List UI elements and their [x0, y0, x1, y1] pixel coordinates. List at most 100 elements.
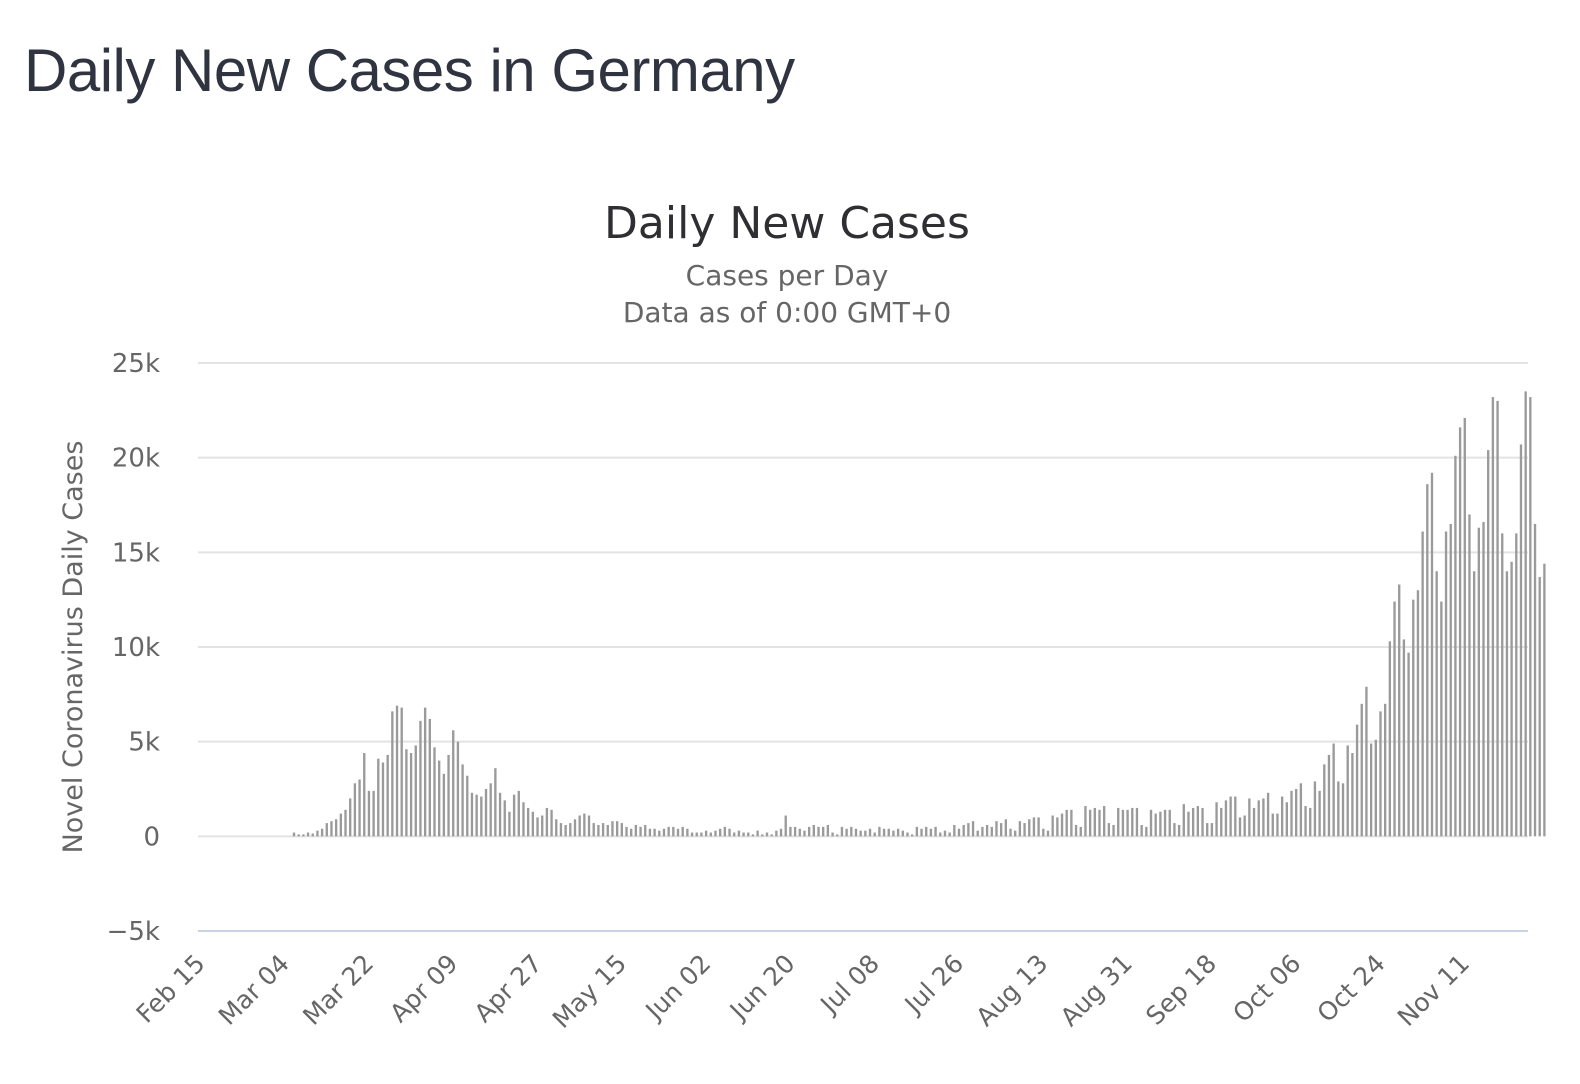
bar[interactable]	[583, 813, 586, 837]
bar[interactable]	[372, 790, 375, 837]
bar[interactable]	[1309, 807, 1312, 837]
bar[interactable]	[1206, 823, 1209, 837]
bar[interactable]	[878, 826, 881, 837]
bar[interactable]	[461, 764, 464, 837]
bar[interactable]	[798, 828, 801, 837]
bar[interactable]	[911, 834, 914, 837]
bar[interactable]	[845, 828, 848, 837]
bar[interactable]	[1365, 686, 1368, 837]
bar[interactable]	[1131, 807, 1134, 837]
bar[interactable]	[330, 821, 333, 837]
bar[interactable]	[456, 741, 460, 837]
bar[interactable]	[353, 783, 357, 837]
bar[interactable]	[1501, 533, 1504, 837]
bar[interactable]	[475, 794, 478, 837]
bar[interactable]	[1210, 823, 1214, 837]
bar[interactable]	[559, 823, 563, 837]
bar[interactable]	[508, 811, 511, 837]
bar[interactable]	[1220, 807, 1223, 837]
bar[interactable]	[1285, 802, 1288, 837]
bar[interactable]	[517, 790, 520, 837]
bar[interactable]	[1028, 819, 1031, 837]
bar[interactable]	[1533, 523, 1537, 837]
bar[interactable]	[358, 779, 361, 837]
bar[interactable]	[1074, 824, 1078, 837]
bar[interactable]	[611, 821, 614, 837]
bar[interactable]	[545, 807, 549, 837]
bar[interactable]	[292, 832, 296, 837]
bar[interactable]	[901, 830, 904, 837]
bar[interactable]	[803, 830, 806, 837]
bar[interactable]	[1271, 813, 1274, 837]
bar[interactable]	[1379, 711, 1382, 837]
bar[interactable]	[882, 828, 886, 837]
bar[interactable]	[1079, 826, 1082, 837]
bar[interactable]	[1421, 531, 1424, 837]
bar[interactable]	[1145, 826, 1148, 837]
bar[interactable]	[1234, 796, 1237, 837]
bar[interactable]	[320, 828, 324, 837]
bar[interactable]	[1327, 754, 1331, 837]
bar[interactable]	[470, 792, 474, 837]
bar[interactable]	[1201, 807, 1204, 837]
bar[interactable]	[1135, 807, 1139, 837]
bar[interactable]	[639, 826, 642, 837]
bar[interactable]	[1126, 809, 1129, 837]
bar[interactable]	[1121, 809, 1125, 837]
bar[interactable]	[962, 824, 965, 837]
bar[interactable]	[297, 834, 300, 837]
bar[interactable]	[704, 830, 708, 837]
bar[interactable]	[484, 789, 488, 837]
bar[interactable]	[597, 824, 600, 837]
bar[interactable]	[662, 828, 666, 837]
bar[interactable]	[1337, 781, 1340, 837]
bar[interactable]	[526, 807, 530, 837]
bar[interactable]	[1402, 639, 1406, 837]
bar[interactable]	[1084, 806, 1087, 837]
bar[interactable]	[943, 830, 947, 837]
bar[interactable]	[1173, 823, 1176, 837]
bar[interactable]	[1416, 590, 1420, 837]
bar[interactable]	[1280, 796, 1284, 837]
bar[interactable]	[1243, 815, 1246, 837]
bar[interactable]	[1046, 830, 1050, 837]
bar[interactable]	[1037, 817, 1040, 837]
bar[interactable]	[400, 707, 403, 837]
bar[interactable]	[302, 834, 305, 837]
bar[interactable]	[1496, 400, 1499, 837]
bar[interactable]	[1009, 828, 1012, 837]
bar[interactable]	[761, 834, 764, 837]
bar[interactable]	[1238, 817, 1242, 837]
bar[interactable]	[494, 768, 497, 837]
bar[interactable]	[822, 826, 825, 837]
bar[interactable]	[1229, 796, 1232, 837]
bar[interactable]	[1383, 703, 1387, 837]
bar[interactable]	[1056, 817, 1059, 837]
bar[interactable]	[1529, 397, 1532, 837]
bar[interactable]	[775, 830, 778, 837]
bar[interactable]	[896, 828, 900, 837]
bar[interactable]	[1276, 813, 1279, 837]
bar[interactable]	[419, 720, 422, 837]
bar[interactable]	[1014, 830, 1017, 837]
bar[interactable]	[770, 834, 773, 837]
bar[interactable]	[1060, 813, 1064, 837]
bar[interactable]	[1435, 571, 1438, 837]
bar[interactable]	[489, 783, 492, 837]
bar[interactable]	[447, 754, 450, 837]
bar[interactable]	[999, 823, 1003, 837]
bar[interactable]	[676, 828, 680, 837]
bar[interactable]	[756, 830, 759, 837]
bar[interactable]	[1341, 783, 1345, 837]
bar[interactable]	[620, 823, 623, 837]
bar[interactable]	[831, 832, 834, 837]
bar[interactable]	[1440, 601, 1443, 837]
bar[interactable]	[344, 809, 347, 837]
bar[interactable]	[681, 826, 684, 837]
bar[interactable]	[1412, 599, 1415, 837]
bar[interactable]	[765, 832, 769, 837]
bar[interactable]	[976, 830, 979, 837]
bar[interactable]	[601, 823, 605, 837]
bar[interactable]	[630, 828, 633, 837]
bar[interactable]	[1505, 571, 1509, 837]
